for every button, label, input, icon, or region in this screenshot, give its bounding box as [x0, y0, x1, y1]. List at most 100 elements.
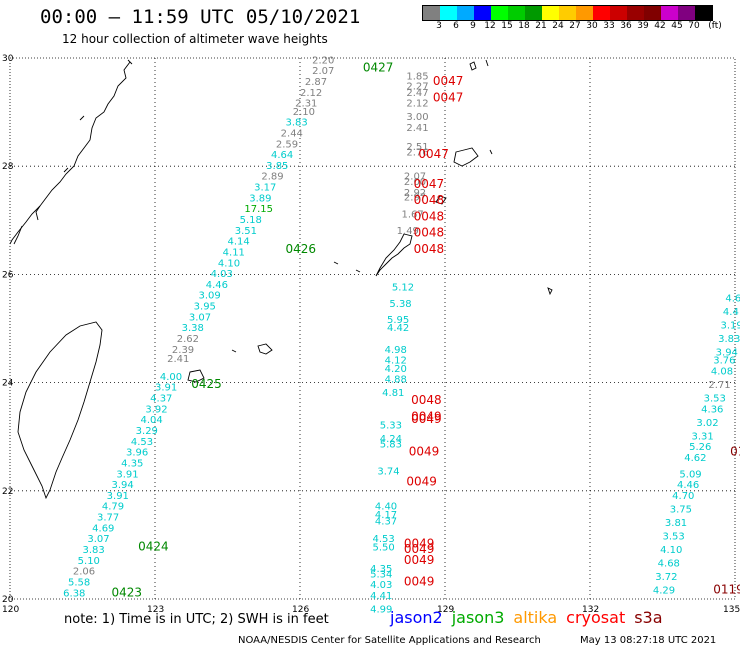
wave-height-value: 3.89	[249, 193, 271, 204]
pass-time-label: 0049	[404, 542, 435, 556]
wave-height-value: 3.94	[716, 348, 738, 359]
wave-height-value: 2.00	[404, 177, 426, 188]
wave-height-value: 3.92	[145, 404, 167, 415]
ishigaki-coastline	[187, 369, 205, 383]
wave-height-value: 4.24	[380, 434, 402, 445]
colorbar-unit-label: (ft)	[708, 21, 722, 31]
wave-height-value: 2.87	[305, 77, 327, 88]
wave-height-value: 5.83	[380, 440, 402, 451]
wave-height-value: 4.53	[131, 437, 153, 448]
wave-height-value: 4.64	[271, 150, 293, 161]
wave-height-value: 4.11	[223, 247, 245, 258]
colorbar-tick-label: 3	[436, 21, 442, 31]
wave-height-value: 3.29	[136, 426, 158, 437]
pass-time-label: 0427	[363, 61, 394, 75]
pass-time-label: 0049	[404, 537, 435, 551]
wave-height-value: 4.81	[382, 388, 404, 399]
pass-time-label: 0047	[433, 74, 464, 88]
colorbar-tick-label: 42	[654, 21, 666, 31]
wave-height-value: 2.89	[261, 172, 283, 183]
island-coastline	[435, 195, 447, 205]
wave-height-value: 3.77	[97, 513, 119, 524]
wave-height-value: 3.38	[182, 323, 204, 334]
colorbar-cell	[423, 6, 440, 20]
legend-entry-jason3: jason3	[451, 608, 505, 627]
wave-height-value: 4.41	[370, 591, 392, 602]
wave-height-value: 5.34	[370, 569, 392, 580]
wave-height-value: 3.85	[266, 161, 288, 172]
wave-height-value: 1.67	[402, 210, 424, 221]
amami-coastline	[453, 147, 479, 167]
wave-height-value: 4.04	[141, 415, 163, 426]
wave-height-value: 2.47	[406, 88, 428, 99]
map-title: 00:00 – 11:59 UTC 05/10/2021	[40, 6, 361, 28]
wave-height-value: 17.15	[244, 204, 273, 215]
pass-time-label: 0049	[406, 474, 437, 488]
colorbar-labels: 3 6 9 12 15 18 21 24 27 30 33 36 39 42 45 70 (ft)	[422, 21, 732, 33]
wave-height-value: 3.95	[194, 302, 216, 313]
legend-entry-cryosat: cryosat	[566, 608, 626, 627]
pass-time-label: 0049	[404, 574, 435, 588]
colorbar-tick-label: 45	[671, 21, 683, 31]
wave-height-value: 3.07	[189, 312, 211, 323]
wave-height-value: 2.07	[404, 172, 426, 183]
wave-height-value: 3.74	[377, 467, 399, 478]
wave-height-value: 3.96	[126, 448, 148, 459]
wave-height-value: 4.20	[385, 364, 407, 375]
wave-height-value: 4.79	[102, 502, 124, 513]
colorbar-tick-label: 27	[569, 21, 581, 31]
longitude-label: 120	[2, 605, 19, 615]
pass-time-label: 0425	[191, 377, 222, 391]
wave-height-value: 2.12	[300, 88, 322, 99]
wave-height-value: 4.37	[150, 394, 172, 405]
colorbar-cell	[695, 6, 712, 20]
wave-height-value: 4.36	[701, 404, 723, 415]
wave-height-value: 3.83	[286, 118, 308, 129]
wave-height-value: 3.53	[704, 394, 726, 405]
wave-height-value: 5.26	[689, 442, 711, 453]
wave-height-value: 4.35	[370, 564, 392, 575]
longitude-label: 135	[723, 605, 740, 615]
china-coastline-detail	[13, 59, 133, 245]
wave-height-value: 4.08	[711, 366, 733, 377]
wave-height-value: 3.07	[87, 534, 109, 545]
pass-time-label: 0048	[414, 193, 445, 207]
map-subtitle: 12 hour collection of altimeter wave hei…	[62, 32, 328, 46]
latitude-label: 28	[2, 162, 14, 172]
wave-height-value: 2.92	[404, 188, 426, 199]
wave-height-value: 4.42	[387, 323, 409, 334]
china-coastline	[9, 61, 131, 245]
miyako-coastline	[257, 343, 273, 355]
generated-timestamp: May 13 08:27:18 UTC 2021	[580, 635, 717, 646]
wave-height-value: 4.88	[385, 375, 407, 386]
wave-height-value: 5.33	[380, 421, 402, 432]
pass-time-label: 01	[730, 445, 740, 459]
colorbar-tick-label: 33	[603, 21, 615, 31]
colorbar-cell	[542, 6, 559, 20]
wave-height-value: 3.76	[713, 356, 735, 367]
colorbar-tick-label: 9	[470, 21, 476, 31]
colorbar-cell	[457, 6, 474, 20]
wave-height-value: 2.07	[312, 66, 334, 77]
pass-time-label: 0049	[409, 445, 440, 459]
colorbar-tick-label: 18	[518, 21, 530, 31]
colorbar-tick-label: 36	[620, 21, 632, 31]
wave-height-value: 4.12	[385, 356, 407, 367]
wave-height-value: 2.51	[406, 142, 428, 153]
wave-height-value: 4.35	[121, 458, 143, 469]
colorbar-tick-label: 21	[535, 21, 547, 31]
colorbar	[422, 5, 713, 21]
small-islands	[231, 59, 553, 353]
wave-height-value: 4.68	[658, 559, 680, 570]
pass-time-label: 0048	[414, 209, 445, 223]
wave-height-value: 4.10	[218, 258, 240, 269]
colorbar-cell	[678, 6, 695, 20]
wave-height-value: 4.40	[375, 502, 397, 513]
wave-height-value: 3.19	[721, 321, 740, 332]
colorbar-cell	[525, 6, 542, 20]
wave-height-value: 4.69	[92, 523, 114, 534]
wave-height-value: 3.91	[107, 491, 129, 502]
wave-height-value: 3.02	[696, 418, 718, 429]
wave-height-value: 2.31	[295, 99, 317, 110]
wave-height-value: 2.39	[172, 345, 194, 356]
